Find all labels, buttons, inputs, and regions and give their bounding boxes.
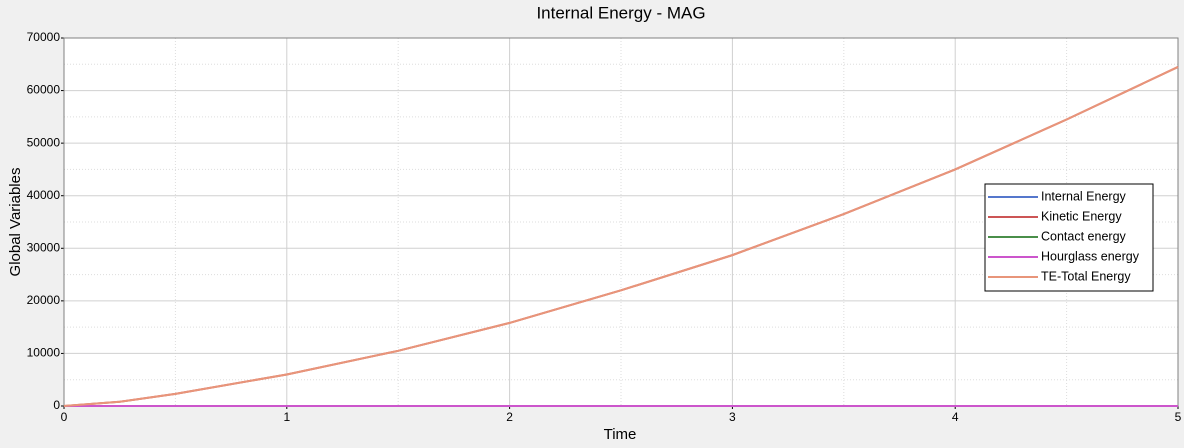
chart-title: Internal Energy - MAG <box>536 3 705 22</box>
legend-label: Internal Energy <box>1041 189 1127 203</box>
legend-label: TE-Total Energy <box>1041 269 1131 283</box>
x-tick-label: 4 <box>952 410 959 424</box>
series-line <box>63 66 1179 407</box>
legend-label: Kinetic Energy <box>1041 209 1122 223</box>
x-axis-label: Time <box>604 426 637 443</box>
y-tick-label: 10000 <box>27 346 61 360</box>
y-tick-label: 70000 <box>27 30 61 44</box>
y-tick-label: 60000 <box>27 83 61 97</box>
y-tick-label: 30000 <box>27 240 61 254</box>
y-tick-label: 20000 <box>27 293 61 307</box>
x-tick-label: 2 <box>506 410 513 424</box>
legend-label: Contact energy <box>1041 229 1127 243</box>
x-tick-label: 1 <box>283 410 290 424</box>
legend-label: Hourglass energy <box>1041 249 1140 263</box>
y-tick-label: 0 <box>53 398 60 412</box>
x-tick-label: 5 <box>1175 410 1182 424</box>
y-tick-label: 50000 <box>27 135 61 149</box>
x-tick-label: 3 <box>729 410 736 424</box>
y-tick-label: 40000 <box>27 188 61 202</box>
x-tick-label: 0 <box>61 410 68 424</box>
y-axis-label: Global Variables <box>7 168 24 277</box>
